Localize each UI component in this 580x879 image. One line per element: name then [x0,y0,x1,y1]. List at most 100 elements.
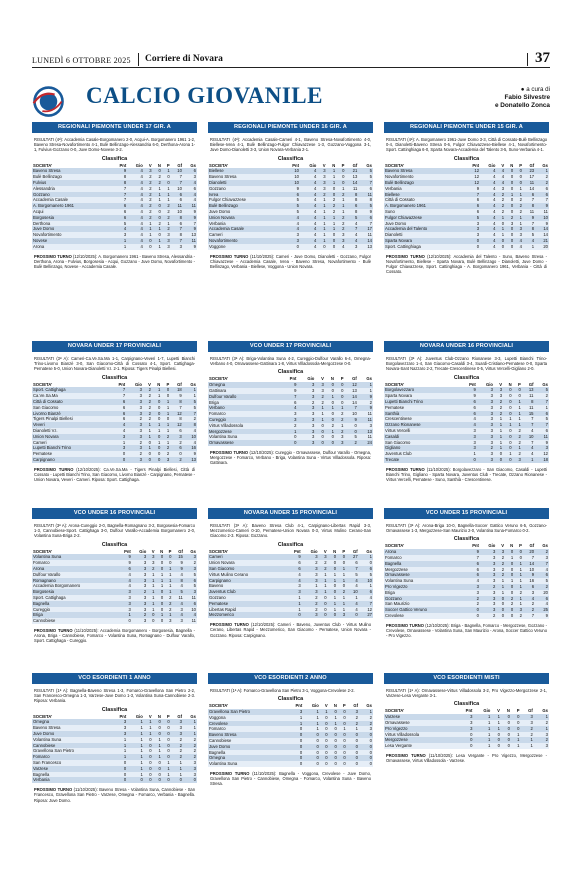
stat-cell: 1 [501,583,505,589]
table-row: San Maurizio 2 3 0 2 1 2 4 [384,601,549,608]
stat-cell: 9 [473,387,476,393]
stat-cell: 0 [499,456,503,462]
stat-cell: 0 [316,755,319,761]
stat-cell: 21 [352,168,358,174]
stat-cell: 3 [341,440,344,446]
stat-cell: 0 [316,732,319,738]
stat-cell: 1 [323,226,326,232]
team-name: Borgolavezzaro [385,387,415,393]
team-name: Bagnella [209,749,226,755]
stat-cell: 3 [193,589,196,595]
column-header: V [148,713,152,719]
stat-cell: 1 [510,191,514,197]
stat-cell: 1 [334,720,337,726]
team-name: Lupetti Bianchi Trino [385,399,423,404]
stat-cell: 2 [499,399,503,404]
table-row: Tigers Pinalpi Biellesi 6 2 2 0 0 8 2 [32,416,197,423]
stat-cell: 3 [139,399,142,404]
stat-cell: 1 [324,589,327,595]
section-heading: REGIONALI PIEMONTE UNDER 17 GIR. A [32,122,197,133]
table-row: Volantina Suna 9 3 3 0 0 15 3 [32,554,197,561]
stat-cell: 4 [296,220,299,226]
stat-cell: 1 [518,445,521,451]
stat-cell: 1 [123,748,127,754]
section-heading: VCO UNDER 17 PROVINCIALI [208,341,373,352]
stat-cell: 3 [128,606,131,612]
team-name: San Maurizio [385,601,410,607]
table-row: Verbania 9 4 3 0 1 14 6 [384,185,549,192]
table-row: Novafortimento 3 4 1 0 3 4 14 [208,237,373,244]
stat-cell: 0 [470,737,473,743]
standings-section: NOVARA UNDER 16 PROVINCIALI RISULTATI (3ª… [384,341,549,501]
column-header: V [322,162,326,168]
stat-cell: 3 [470,714,473,720]
standings-title: Classifica [453,536,480,543]
stat-cell: 3 [193,759,196,765]
stat-cell: 9 [193,243,196,249]
stat-cell: 7 [545,422,548,428]
stat-cell: 4 [313,226,317,232]
stat-cell: 0 [507,731,510,737]
stat-cell: 0 [160,560,164,566]
team-name: Santhià [385,410,400,416]
stat-cell: 9 [193,214,196,220]
stat-cell: 11 [177,203,182,209]
stat-cell: 3 [122,445,126,451]
stat-cell: 9 [531,572,535,578]
stat-cell: 2 [519,208,522,214]
stat-cell: 4 [128,583,131,589]
stat-cell: 6 [123,214,127,220]
stat-cell: 10 [177,168,182,174]
team-name: Sparta Novara [385,237,412,243]
stat-cell: 0 [179,777,182,783]
stat-cell: 0 [332,232,336,238]
stat-cell: 1 [298,600,301,606]
column-header: P [166,162,170,168]
stat-cell: 12 [367,606,372,612]
stat-cell: 1 [333,571,337,577]
column-header: V [497,708,500,714]
stat-cell: 4 [122,427,126,433]
table-row: Volantina Suna 0 0 0 0 0 0 0 [208,761,373,767]
stat-cell: 1 [140,719,143,725]
stat-cell: 2 [342,220,345,226]
column-header: Gs [190,713,196,719]
stat-cell: 3 [128,594,131,600]
table-header-row: SOCIETA' Pnt Gio V N P Gf Gs [32,163,197,169]
stat-cell: 8 [179,416,182,422]
stat-cell: 3 [321,388,324,393]
stat-cell: 1 [488,725,491,731]
stat-cell: 0 [333,612,337,618]
table-header-row: SOCIETA' Pnt Gio V N P Gf Gs [384,543,549,549]
stat-cell: 1 [140,725,143,731]
stat-cell: 2 [332,203,336,209]
table-row: Novese 1 4 0 1 3 7 11 [32,237,197,244]
stat-cell: 0 [149,736,152,742]
standings-title: Classifica [277,155,304,162]
table-row: Virtus Villadossola 2 3 0 2 1 0 3 [208,422,373,429]
stat-cell: 4 [140,214,143,220]
stat-cell: 0 [167,777,170,783]
stat-cell: 1 [324,577,327,583]
stat-cell: 1 [160,583,164,589]
stat-cell: 2 [331,422,334,428]
stat-cell: 0 [152,612,155,618]
stat-cell: 3 [315,577,318,583]
stat-cell: 2 [476,595,479,601]
table-row: Union Novara 3 3 1 0 2 3 10 [32,433,197,440]
stat-cell: 1 [342,577,346,583]
stat-cell: 0 [160,618,164,624]
stat-cell: 1 [518,410,521,416]
stat-cell: 1 [167,220,170,226]
stat-cell: 3 [315,589,318,595]
table-row: Mergozzese 6 3 2 0 1 10 4 [384,566,549,573]
stat-cell: 0 [169,554,172,560]
stat-cell: 7 [531,197,535,203]
stat-cell: 1 [158,748,161,754]
team-name: Pernatese [385,404,405,410]
stat-cell: 0 [510,589,514,595]
stat-cell: 3 [518,456,521,462]
stat-cell: 2 [321,393,324,399]
next-round-text: (12/10/2025): Ca.Ve.Sa.Ma - Tigers Pinal… [34,466,195,483]
stat-cell: 2 [545,720,548,725]
